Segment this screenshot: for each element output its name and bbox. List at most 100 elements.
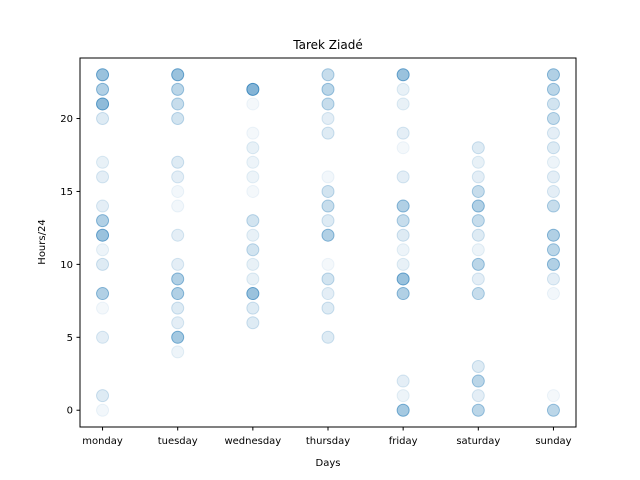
data-point	[321, 301, 335, 315]
data-point	[96, 389, 110, 403]
data-point	[321, 287, 335, 301]
data-point	[546, 403, 560, 417]
points-layer	[96, 68, 560, 417]
data-point	[171, 184, 185, 198]
data-point	[546, 389, 560, 403]
data-point	[396, 68, 410, 82]
data-point	[246, 214, 260, 228]
data-point	[96, 170, 110, 184]
data-point	[171, 68, 185, 82]
y-tick-label: 5	[67, 333, 73, 344]
data-point	[96, 82, 110, 96]
data-point	[96, 97, 110, 111]
data-point	[246, 272, 260, 286]
data-point	[396, 82, 410, 96]
x-tick-label: monday	[82, 436, 123, 447]
y-tick-label: 10	[60, 260, 73, 271]
data-point	[321, 214, 335, 228]
x-axis: monday tuesday wednesday thursday friday satu…	[82, 427, 572, 447]
data-point	[546, 184, 560, 198]
data-point	[246, 228, 260, 242]
data-point	[96, 301, 110, 315]
data-point	[396, 170, 410, 184]
data-point	[246, 141, 260, 155]
data-point	[171, 170, 185, 184]
data-point	[546, 199, 560, 213]
data-point	[171, 112, 185, 126]
data-point	[96, 68, 110, 82]
data-point	[321, 199, 335, 213]
x-tick-label: saturday	[456, 436, 500, 447]
y-axis-label: Hours/24	[37, 219, 48, 264]
data-point	[546, 170, 560, 184]
x-tick-label: wednesday	[224, 436, 281, 447]
y-tick-label: 20	[60, 114, 73, 125]
data-point	[246, 257, 260, 271]
data-point	[396, 214, 410, 228]
y-tick-label: 15	[60, 187, 73, 198]
data-point	[396, 389, 410, 403]
y-tick-label: 0	[67, 406, 73, 417]
data-point	[96, 155, 110, 169]
data-point	[96, 228, 110, 242]
data-point	[321, 97, 335, 111]
data-point	[321, 68, 335, 82]
data-point	[171, 199, 185, 213]
data-point	[471, 199, 485, 213]
data-point	[171, 287, 185, 301]
data-point	[471, 287, 485, 301]
data-point	[171, 97, 185, 111]
x-tick-label: sunday	[535, 436, 571, 447]
data-point	[171, 228, 185, 242]
data-point	[171, 316, 185, 330]
data-point	[396, 403, 410, 417]
data-point	[471, 389, 485, 403]
data-point	[246, 170, 260, 184]
data-point	[546, 257, 560, 271]
data-point	[321, 82, 335, 96]
data-point	[546, 112, 560, 126]
data-point	[471, 214, 485, 228]
data-point	[171, 330, 185, 344]
data-point	[246, 155, 260, 169]
chart-title: Tarek Ziadé	[292, 38, 362, 52]
data-point	[396, 243, 410, 257]
data-point	[246, 301, 260, 315]
data-point	[246, 287, 260, 301]
data-point	[471, 272, 485, 286]
data-point	[471, 359, 485, 373]
data-point	[546, 228, 560, 242]
data-point	[246, 316, 260, 330]
data-point	[471, 141, 485, 155]
data-point	[246, 82, 260, 96]
data-point	[246, 126, 260, 140]
data-point	[396, 97, 410, 111]
data-point	[96, 330, 110, 344]
data-point	[321, 228, 335, 242]
data-point	[171, 301, 185, 315]
data-point	[546, 287, 560, 301]
data-point	[546, 97, 560, 111]
data-point	[396, 374, 410, 388]
x-tick-label: friday	[389, 436, 418, 447]
data-point	[171, 257, 185, 271]
data-point	[471, 257, 485, 271]
data-point	[246, 243, 260, 257]
data-point	[546, 272, 560, 286]
data-point	[246, 97, 260, 111]
data-point	[471, 374, 485, 388]
data-point	[546, 141, 560, 155]
data-point	[396, 287, 410, 301]
data-point	[171, 272, 185, 286]
data-point	[471, 170, 485, 184]
data-point	[546, 126, 560, 140]
data-point	[96, 287, 110, 301]
data-point	[321, 257, 335, 271]
data-point	[171, 345, 185, 359]
data-point	[471, 228, 485, 242]
data-point	[96, 243, 110, 257]
data-point	[471, 155, 485, 169]
x-tick-label: thursday	[306, 436, 350, 447]
data-point	[321, 170, 335, 184]
